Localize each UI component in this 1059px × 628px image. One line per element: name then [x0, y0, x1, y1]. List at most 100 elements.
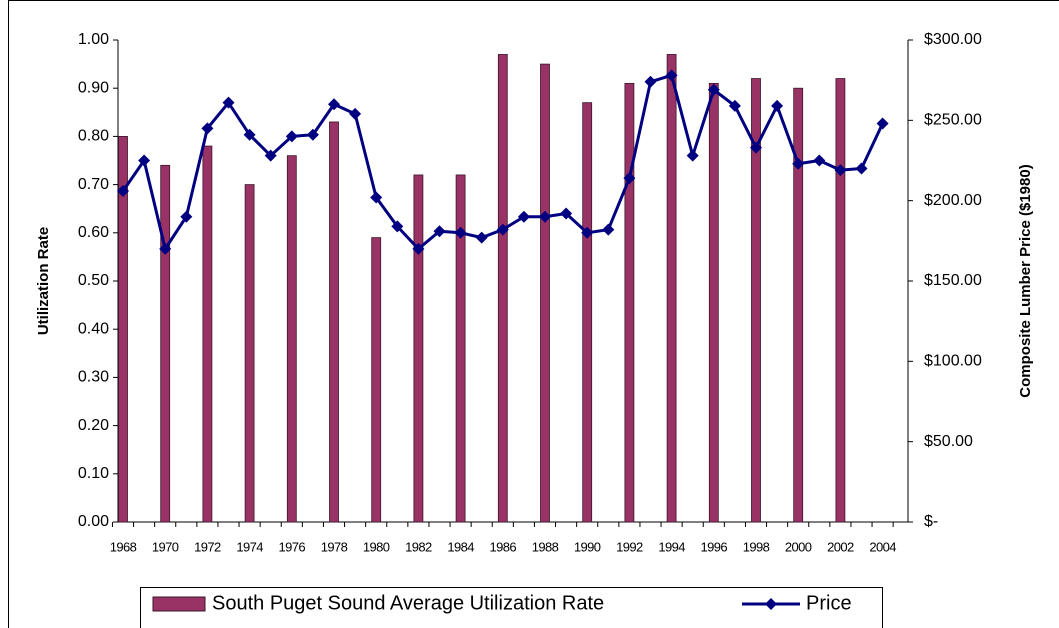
bar — [835, 78, 846, 523]
x-tick-label: 2000 — [785, 539, 812, 554]
y-tick-label: 0.10 — [78, 465, 109, 482]
y-tick-label: 0.80 — [78, 128, 109, 145]
bar — [708, 82, 719, 523]
price-marker — [813, 154, 826, 167]
x-tick-label: 1998 — [743, 539, 770, 554]
y2-tick-label: $300.00 — [924, 31, 982, 48]
price-marker — [370, 191, 383, 204]
bar — [582, 102, 593, 523]
x-tick-label: 1978 — [321, 539, 348, 554]
price-marker — [159, 242, 172, 255]
price-marker — [665, 69, 678, 82]
x-tick-label: 2004 — [869, 539, 896, 554]
x-tick-label: 1984 — [447, 539, 474, 554]
y2-tick-label: $250.00 — [924, 112, 982, 129]
price-marker — [222, 96, 235, 109]
y-axis-label: Utilization Rate — [35, 227, 52, 335]
price-marker — [285, 130, 298, 143]
legend-label: South Puget Sound Average Utilization Ra… — [212, 592, 604, 614]
price-marker — [117, 185, 129, 198]
x-tick-label: 1968 — [110, 539, 137, 554]
price-marker — [602, 223, 615, 236]
price-marker — [328, 98, 340, 111]
bar — [624, 82, 635, 523]
bar — [413, 174, 424, 523]
x-tick-label: 1994 — [658, 539, 685, 554]
y-tick-label: 1.00 — [78, 31, 109, 48]
price-marker — [623, 172, 636, 185]
bar — [371, 237, 382, 523]
price-marker — [707, 83, 720, 96]
bar — [455, 174, 466, 523]
price-marker — [834, 164, 847, 177]
y-tick-label: 0.90 — [78, 79, 109, 96]
y2-tick-label: $- — [924, 513, 938, 530]
y-tick-label: 0.00 — [78, 513, 109, 530]
y-tick-label: 0.60 — [78, 224, 109, 241]
y-tick-label: 0.20 — [78, 417, 109, 434]
price-marker — [644, 75, 657, 88]
y-tick-label: 0.70 — [78, 176, 109, 193]
legend-marker — [765, 598, 777, 610]
bar — [118, 135, 128, 523]
x-tick-label: 1988 — [532, 539, 559, 554]
bar — [666, 54, 677, 523]
price-marker — [560, 207, 573, 220]
price-marker — [581, 226, 594, 239]
x-tick-label: 1996 — [701, 539, 728, 554]
y2-tick-label: $150.00 — [924, 272, 982, 289]
chart-frame — [8, 0, 1059, 628]
price-marker — [750, 141, 762, 154]
price-marker — [475, 231, 488, 244]
x-tick-label: 1972 — [194, 539, 221, 554]
bar — [329, 121, 339, 523]
x-tick-label: 1974 — [236, 539, 263, 554]
price-marker — [454, 226, 467, 239]
price-marker — [433, 225, 446, 238]
price-marker — [771, 99, 784, 112]
price-marker — [728, 99, 741, 112]
y-tick-label: 0.40 — [78, 320, 109, 337]
bar — [540, 63, 550, 523]
bar — [751, 78, 761, 523]
bar — [160, 164, 171, 523]
price-marker — [517, 210, 530, 223]
price-marker — [180, 210, 193, 223]
x-tick-label: 1990 — [574, 539, 601, 554]
bar — [244, 184, 255, 523]
y2-tick-label: $50.00 — [924, 433, 973, 450]
price-marker — [138, 154, 151, 167]
price-marker — [686, 149, 699, 162]
price-marker — [201, 122, 214, 135]
legend-label: Price — [806, 592, 852, 614]
y-tick-label: 0.30 — [78, 369, 109, 386]
x-tick-label: 1976 — [279, 539, 306, 554]
price-marker — [412, 242, 425, 255]
x-tick-label: 1970 — [152, 539, 179, 554]
x-tick-label: 2002 — [827, 539, 854, 554]
price-marker — [496, 223, 509, 236]
x-tick-label: 1992 — [616, 539, 643, 554]
price-marker — [539, 210, 551, 223]
price-marker — [349, 107, 362, 120]
bar — [497, 54, 508, 523]
x-tick-label: 1980 — [363, 539, 390, 554]
price-marker — [391, 220, 404, 233]
y2-tick-label: $200.00 — [924, 192, 982, 209]
price-marker — [264, 149, 277, 162]
price-marker — [876, 117, 889, 130]
x-tick-label: 1986 — [490, 539, 517, 554]
bar — [202, 145, 213, 523]
legend-box — [140, 587, 883, 628]
price-marker — [792, 157, 805, 170]
price-marker — [306, 128, 319, 141]
x-tick-label: 1982 — [405, 539, 432, 554]
price-marker — [243, 128, 256, 141]
bar — [286, 155, 297, 523]
y2-tick-label: $100.00 — [924, 353, 982, 370]
y2-axis-label: Composite Lumber Price ($1980) — [1017, 164, 1034, 397]
price-marker — [855, 162, 868, 175]
bar — [793, 87, 804, 523]
legend-swatch — [152, 596, 206, 612]
